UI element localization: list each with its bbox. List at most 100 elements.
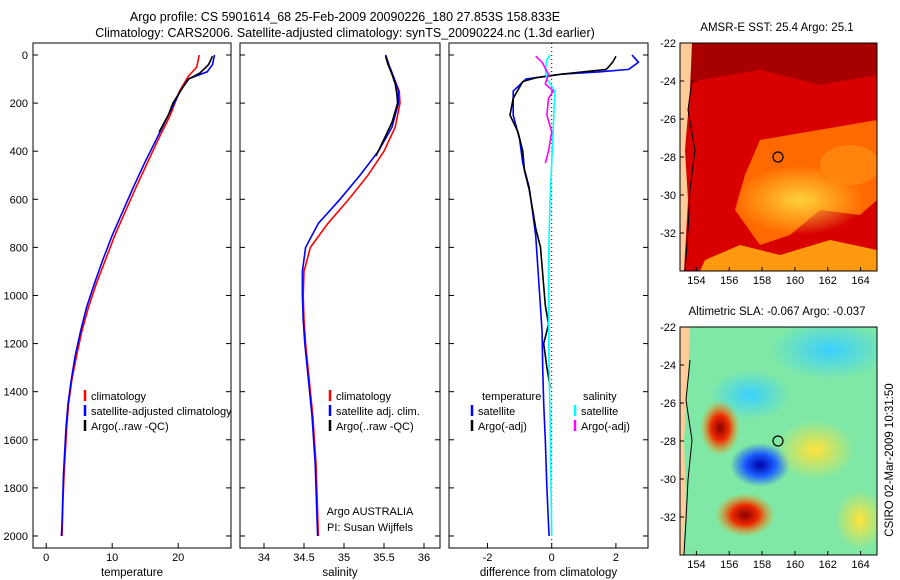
temperature-ytick-label: 1200 <box>4 339 28 351</box>
difference-series-salinity-argo <box>535 55 555 164</box>
sst-map-xtick-label: 156 <box>720 275 738 287</box>
sla-map: Altimetric SLA: -0.067 Argo: -0.037 154 1… <box>660 306 878 571</box>
salinity-legend-label: Argo(..raw -QC) <box>336 421 414 433</box>
temperature-series-climatology <box>61 54 201 537</box>
temperature-series-satellite <box>60 54 216 537</box>
sla-yellow-southeast <box>835 490 877 550</box>
sst-map-xtick-label: 164 <box>851 275 869 287</box>
sst-map-xtick-label: 158 <box>753 275 771 287</box>
temperature-ytick-label: 200 <box>10 98 28 110</box>
sla-map-xtick-label: 164 <box>851 559 869 571</box>
temperature-legend-label: satellite-adjusted climatology <box>91 406 232 418</box>
sst-map-ytick-label: -26 <box>660 114 676 126</box>
salinity-xtick-label: 34.5 <box>293 552 314 564</box>
sst-map-title: AMSR-E SST: 25.4 Argo: 25.1 <box>700 22 853 34</box>
temperature-frame <box>32 42 232 549</box>
difference-xtick-label: 2 <box>613 552 619 564</box>
figure-title-line2: Climatology: CARS2006. Satellite-adjuste… <box>95 26 595 40</box>
sst-axis-ticks: 154 156 158 160 162 164 -22 -24 -26 -28 -30 -32 <box>660 38 870 287</box>
temperature-xtick-label: 0 <box>43 552 49 564</box>
salinity-series-climatology <box>302 54 401 537</box>
difference-series-temperature-satellite <box>512 54 640 537</box>
sla-map-xtick-label: 154 <box>687 559 705 571</box>
temperature-panel: 0 10 20 temperature 0 200 400 600 800 1000 1200 140… <box>4 42 232 579</box>
sst-map-ytick-label: -28 <box>660 152 676 164</box>
sla-map-ytick-label: -26 <box>660 398 676 410</box>
sla-map-xtick-label: 158 <box>753 559 771 571</box>
sla-map-xtick-label: 156 <box>720 559 738 571</box>
salinity-panel: 34 34.5 35 35.5 36 salinity climatology satelli… <box>239 42 441 579</box>
temperature-ytick-label: 1000 <box>4 290 28 302</box>
temperature-ytick-label: 0 <box>22 50 28 62</box>
sla-red-eddy-south <box>715 493 775 537</box>
temperature-xlabel: temperature <box>101 567 163 579</box>
difference-legend-label: temperature <box>482 391 541 403</box>
difference-legend-label: Argo(-adj) <box>581 421 630 433</box>
difference-legend-label: salinity <box>583 391 617 403</box>
salinity-xlabel: salinity <box>322 567 357 579</box>
sst-map-xtick-label: 160 <box>786 275 804 287</box>
temperature-series-argo <box>158 55 214 133</box>
temperature-legend-label: Argo(..raw -QC) <box>91 421 169 433</box>
difference-panel: -2 0 2 difference from climatology temperatu… <box>448 42 649 579</box>
temperature-xtick-label: 20 <box>172 552 184 564</box>
temperature-ytick-label: 1800 <box>4 483 28 495</box>
difference-legend-label: satellite <box>581 406 618 418</box>
figure-title-line1: Argo profile: CS 5901614_68 25-Feb-2009 … <box>130 10 560 24</box>
sla-yellow-patch <box>775 420 855 480</box>
temperature-xtick-label: 10 <box>106 552 118 564</box>
sla-map-ytick-label: -32 <box>660 512 676 524</box>
sla-axis-ticks: 154 156 158 160 162 164 -22 -24 -26 -28 -30 -32 <box>660 322 870 571</box>
salinity-legend-label: satellite adj. clim. <box>336 406 420 418</box>
sst-argo-location-marker <box>772 151 784 163</box>
salinity-frame <box>239 42 441 549</box>
sst-yellow-patch <box>735 165 865 235</box>
sst-map-xtick-label: 154 <box>687 275 705 287</box>
temperature-legend-label: climatology <box>91 391 147 403</box>
sst-map-ytick-label: -22 <box>660 38 676 50</box>
csiro-timestamp: CSIRO 02-Mar-2009 10:31:50 <box>884 383 896 536</box>
sst-orange-patch <box>820 145 877 185</box>
credit-pi: PI: Susan Wijffels <box>327 522 413 534</box>
sst-south-band <box>700 240 877 271</box>
salinity-series-satellite <box>301 54 400 537</box>
sla-map-ytick-label: -22 <box>660 322 676 334</box>
sla-cyan-north <box>770 327 877 380</box>
temperature-ytick-label: 2000 <box>4 531 28 543</box>
sst-map-xtick-label: 162 <box>819 275 837 287</box>
difference-legend-label: satellite <box>478 406 515 418</box>
temperature-ytick-label: 800 <box>10 242 28 254</box>
salinity-xtick-label: 35.5 <box>373 552 394 564</box>
sst-map-ytick-label: -32 <box>660 228 676 240</box>
salinity-series-argo <box>375 55 399 157</box>
sla-coastline <box>683 359 693 555</box>
difference-xlabel: difference from climatology <box>480 567 617 579</box>
sla-map-ytick-label: -30 <box>660 474 676 486</box>
difference-xtick-label: -2 <box>483 552 493 564</box>
sla-map-xtick-label: 160 <box>786 559 804 571</box>
sst-coastline <box>684 79 696 271</box>
sst-warm-core-north <box>680 43 877 90</box>
sla-blue-eddy <box>730 443 790 487</box>
salinity-xtick-label: 36 <box>418 552 430 564</box>
sst-map-ytick-label: -24 <box>660 76 676 88</box>
sla-map-title: Altimetric SLA: -0.067 Argo: -0.037 <box>688 306 865 318</box>
difference-series-temperature-argo <box>509 55 617 388</box>
sla-map-ytick-label: -24 <box>660 360 676 372</box>
temperature-ytick-label: 1400 <box>4 387 28 399</box>
sla-map-xtick-label: 162 <box>819 559 837 571</box>
sla-map-ytick-label: -28 <box>660 436 676 448</box>
salinity-xtick-label: 35 <box>338 552 350 564</box>
salinity-xtick-label: 34 <box>258 552 270 564</box>
salinity-legend-label: climatology <box>336 391 392 403</box>
temperature-ytick-label: 600 <box>10 194 28 206</box>
difference-legend-label: Argo(-adj) <box>478 421 527 433</box>
temperature-ytick-label: 1600 <box>4 435 28 447</box>
sla-red-eddy-west <box>700 400 740 456</box>
sla-argo-location-marker <box>772 435 784 447</box>
temperature-ytick-label: 400 <box>10 146 28 158</box>
difference-series-salinity-satellite <box>544 54 556 537</box>
sst-map-ytick-label: -30 <box>660 190 676 202</box>
